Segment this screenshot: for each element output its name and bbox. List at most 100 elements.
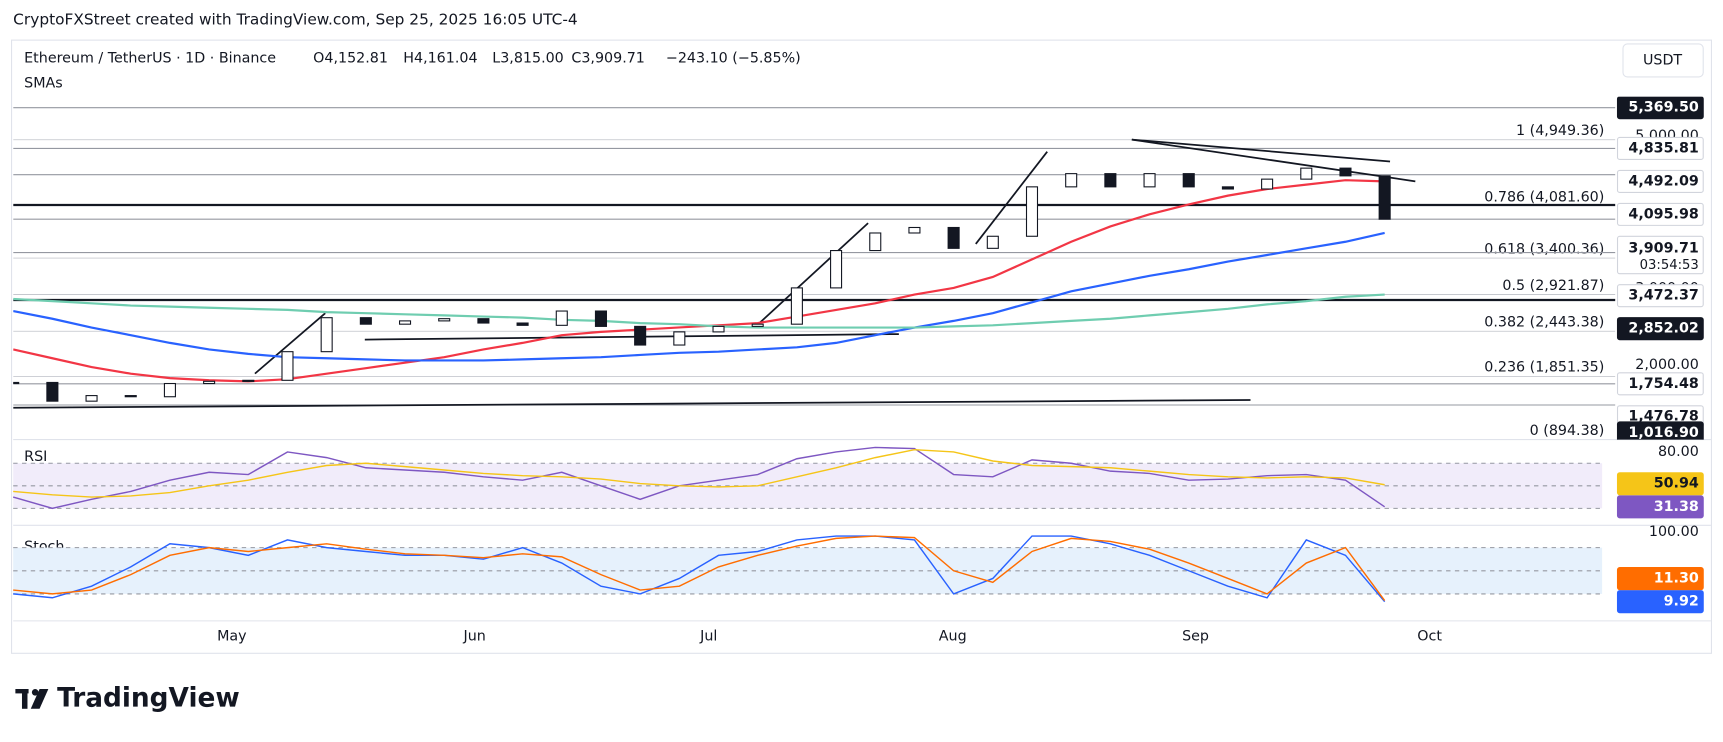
rsi-title: RSI — [24, 449, 47, 465]
price-badge: 5,369.50 — [1616, 96, 1704, 120]
candle-body — [1143, 173, 1156, 188]
trend-line — [1131, 138, 1391, 163]
price-badge: 4,835.81 — [1616, 136, 1704, 160]
fib-label: 1 (4,949.36) — [1516, 123, 1604, 139]
y-tick-label: 80.00 — [1658, 444, 1699, 460]
price-badge-bg — [1616, 284, 1704, 308]
indicator-pane: 100.00 — [13, 524, 1699, 603]
fib-label: 0.5 (2,921.87) — [1502, 278, 1604, 294]
candle-body — [203, 380, 216, 385]
last-value-badge-text: 50.94 — [1654, 476, 1699, 492]
candle-body — [634, 325, 647, 346]
candle-body — [242, 379, 255, 382]
price-badge-text: 5,369.50 — [1628, 100, 1698, 116]
brand-logo — [15, 689, 49, 709]
trend-line — [13, 399, 1251, 409]
y-tick-label: 2,000.00 — [1635, 357, 1699, 373]
ohlc-value: H4,161.04 — [403, 50, 477, 66]
candle-body — [124, 395, 137, 398]
x-tick-label: Sep — [1182, 628, 1209, 644]
indicator-pane: 80.00 — [12, 444, 1699, 510]
caption: CryptoFXStreet created with TradingView.… — [13, 10, 578, 28]
candle-body — [986, 235, 999, 249]
trend-line — [364, 333, 899, 341]
candle-body — [555, 310, 568, 326]
candle-body — [281, 351, 294, 381]
price-badge-bg — [1616, 235, 1704, 275]
x-tick-label: Aug — [939, 628, 967, 644]
trend-line — [1131, 138, 1416, 183]
candle-body — [830, 250, 843, 289]
x-tick-label: Jul — [699, 628, 717, 644]
indicator-line — [13, 535, 1386, 603]
candle-body — [163, 382, 176, 398]
fib-label: 0 (894.38) — [1530, 423, 1605, 439]
price-axis: 5,000.003,000.002,000.005,369.504,835.81… — [1616, 96, 1704, 441]
ohlc-value: C3,909.71 — [571, 50, 645, 66]
candle-body — [1339, 167, 1352, 177]
last-value-badge-text: 9.92 — [1664, 594, 1699, 610]
price-badge-text: 1,016.90 — [1628, 425, 1698, 441]
last-value-badge-bg — [1616, 567, 1704, 591]
price-badge: 4,095.98 — [1616, 202, 1704, 226]
price-badge-text: 1,754.48 — [1628, 376, 1698, 392]
price-badge: 1,754.48 — [1616, 372, 1704, 396]
candle-body — [594, 310, 608, 327]
price-badge: 1,016.90 — [1616, 421, 1704, 441]
candle-body — [516, 322, 529, 326]
ohlc-value: O4,152.81 — [313, 50, 388, 66]
last-value-badge-text: 11.30 — [1654, 571, 1699, 587]
indicator-line — [13, 448, 1385, 498]
last-value-badge-bg — [1616, 495, 1704, 519]
candle-body — [790, 287, 803, 325]
candle-body — [908, 226, 921, 234]
indicator-line — [12, 446, 1386, 510]
price-badge-text: 4,835.81 — [1628, 140, 1698, 156]
last-value-badge: 50.94 — [1616, 472, 1704, 496]
candle-body — [673, 331, 686, 346]
candle-body — [1104, 173, 1117, 188]
price-badge-bg — [1616, 96, 1704, 120]
candle-body — [46, 381, 59, 402]
candle-body — [438, 318, 451, 322]
x-tick-label: May — [217, 628, 247, 644]
trend-line — [975, 151, 1048, 245]
candle-body — [398, 320, 412, 325]
last-value-badge: 11.30 — [1616, 567, 1704, 591]
last-value-badge: 31.38 — [1616, 495, 1704, 519]
price-badge-bg — [1616, 136, 1704, 160]
trend-line — [254, 312, 326, 375]
candle-body — [1300, 167, 1313, 180]
currency-button[interactable] — [1622, 43, 1704, 78]
candle-body — [1261, 178, 1274, 190]
candle-body — [1065, 173, 1078, 188]
candle-body — [712, 325, 725, 333]
sma-line — [13, 293, 1385, 329]
candle-body — [477, 318, 490, 324]
price-badge-bg — [1616, 317, 1704, 341]
price-badge-text: 4,492.09 — [1628, 173, 1698, 189]
currency[interactable]: USDT — [1643, 52, 1682, 68]
countdown: 03:54:53 — [1640, 258, 1699, 273]
candle-body — [1025, 186, 1039, 237]
candle-body — [1182, 173, 1195, 188]
fib-label: 0.786 (4,081.60) — [1484, 189, 1604, 205]
candle-body — [13, 381, 20, 385]
candle-body — [947, 226, 960, 249]
last-value-badge-bg — [1616, 472, 1704, 496]
candle-body — [320, 317, 333, 353]
brand: TradingView — [57, 683, 240, 713]
candle-body — [1378, 175, 1391, 220]
fib-label: 0.382 (2,443.38) — [1484, 314, 1604, 330]
price-badge: 3,909.71 03:54:53 — [1616, 235, 1704, 275]
price-badge-bg — [1616, 421, 1704, 440]
sma-line — [13, 179, 1385, 383]
price-badge-bg — [1616, 372, 1704, 396]
indicator-line — [13, 535, 1386, 602]
x-tick-label: Oct — [1417, 628, 1442, 644]
price-pane: 1 (4,949.36) 0.786 (4,081.60) 0.618 (3,400… — [13, 107, 1616, 439]
price-badge: 4,492.09 — [1616, 169, 1704, 193]
price-badge-text: 3,909.71 — [1628, 240, 1698, 256]
